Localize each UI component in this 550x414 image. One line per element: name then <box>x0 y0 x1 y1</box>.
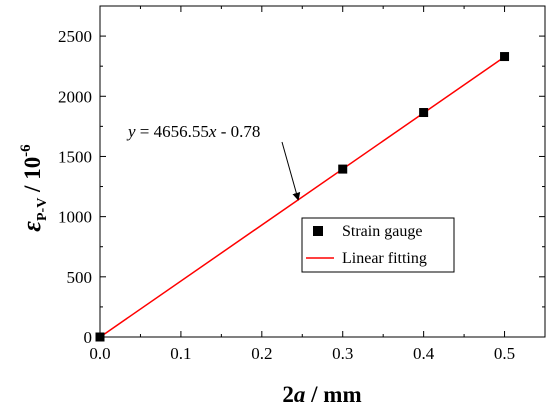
x-tick-label: 0.1 <box>170 344 191 363</box>
legend: Strain gauge Linear fitting <box>301 217 455 273</box>
strain-gauge-point <box>95 332 105 342</box>
strain-gauge-point <box>419 108 429 118</box>
plot-frame <box>99 5 546 338</box>
ticks: 0.0 0.1 0.2 0.3 0.4 0.5 0 500 1000 1500 2000 2500 <box>58 5 545 363</box>
legend-marker-strain-gauge <box>313 226 323 236</box>
x-tick-label: 0.5 <box>494 344 515 363</box>
legend-label-linear-fitting: Linear fitting <box>342 250 427 267</box>
y-tick-label: 500 <box>67 268 93 287</box>
annotation-arrow <box>281 141 301 201</box>
axes <box>99 5 546 338</box>
series <box>95 52 510 342</box>
y-tick-label: 1000 <box>58 208 92 227</box>
x-tick-label: 0.3 <box>332 344 353 363</box>
linear-fit-line <box>99 56 505 338</box>
y-tick-label: 0 <box>84 328 93 347</box>
fit-equation-annotation: y = 4656.55x - 0.78 <box>126 122 301 201</box>
x-tick-label: 0.2 <box>251 344 272 363</box>
x-axis-title: 2a / mm <box>282 382 361 407</box>
legend-box <box>301 217 455 273</box>
x-tick-label: 0.0 <box>89 344 110 363</box>
x-tick-label: 0.4 <box>413 344 435 363</box>
legend-label-strain-gauge: Strain gauge <box>342 223 422 240</box>
strain-gauge-point <box>500 52 510 62</box>
strain-gauge-point <box>338 164 348 174</box>
y-tick-label: 2500 <box>58 27 92 46</box>
fit-equation-text: y = 4656.55x - 0.78 <box>126 122 260 141</box>
y-axis-title: εP-V / 10-6 <box>17 144 50 232</box>
y-tick-label: 1500 <box>58 147 92 166</box>
y-tick-label: 2000 <box>58 87 92 106</box>
